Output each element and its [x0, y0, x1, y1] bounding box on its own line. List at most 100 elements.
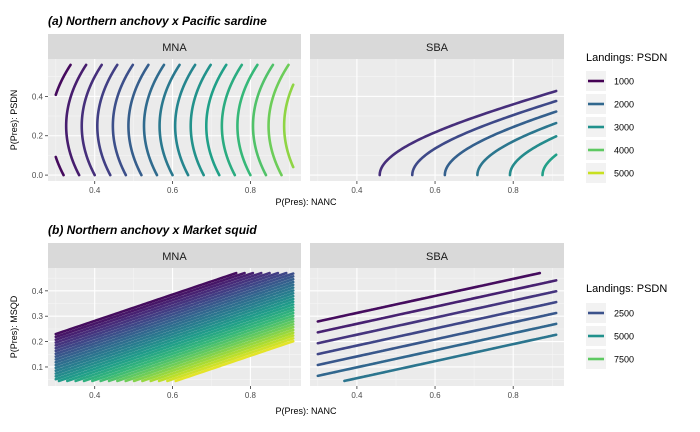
contour-line-6300 — [82, 308, 295, 383]
contour-line-3750 — [236, 63, 259, 177]
contour-line-8100 — [132, 325, 295, 383]
strip-label: MNA — [162, 251, 187, 263]
contour-line-300 — [378, 89, 558, 177]
contour-line-1800 — [54, 271, 280, 350]
panel-background — [310, 59, 564, 181]
x-tick-label: 0.6 — [167, 186, 179, 195]
contour-line-6900 — [99, 314, 295, 383]
contour-line-7800 — [124, 323, 295, 383]
legend-items: 1000 2000 3000 4000 5000 — [586, 71, 634, 183]
contour-line-1950 — [142, 63, 166, 177]
legend-items: 2500 5000 7500 — [586, 303, 634, 369]
x-tick-label: 0.4 — [89, 186, 101, 195]
contour-line-6000 — [74, 306, 295, 383]
contour-line-3000 — [54, 277, 295, 361]
legend-title: Landings: PSDN — [586, 283, 667, 295]
x-tick-label: 0.6 — [167, 391, 179, 400]
legend-label: 5000 — [614, 332, 634, 342]
contour-line-1500 — [316, 289, 558, 345]
strip-label: SBA — [426, 251, 449, 263]
x-tick-label: 0.8 — [508, 186, 520, 195]
contour-line-9300 — [166, 337, 295, 383]
contour-line-600 — [54, 271, 246, 339]
y-axis-ticks: 0.0 0.2 0.4 — [32, 92, 48, 180]
contour-line-3300 — [316, 322, 558, 378]
x-axis-ticks: 0.4 0.6 0.8 — [89, 386, 257, 400]
y-axis-label: P(Pres): PSDN — [9, 90, 19, 151]
legend-label: 3000 — [614, 123, 634, 133]
contour-line-4650 — [282, 83, 295, 169]
contour-line-5400 — [57, 300, 295, 383]
contour-line-2400 — [54, 272, 295, 356]
contour-line-5100 — [54, 297, 295, 381]
x-tick-label: 0.4 — [351, 391, 363, 400]
x-tick-label: 0.4 — [351, 186, 363, 195]
legend-label: 1000 — [614, 77, 634, 87]
plot-b-title: (b) Northern anchovy x Market squid — [48, 223, 257, 237]
x-axis-label: P(Pres): NANC — [275, 406, 337, 416]
contour-line-7200 — [107, 317, 295, 383]
plot-a-panel-mna: MNA — [48, 34, 301, 181]
contour-line-2700 — [316, 311, 558, 367]
legend-label: 2000 — [614, 100, 634, 110]
contour-line-2100 — [316, 300, 558, 356]
contour-line-5700 — [66, 303, 295, 383]
contour-line-2550 — [173, 63, 197, 177]
x-tick-label: 0.6 — [429, 391, 441, 400]
contour-line-3450 — [220, 63, 244, 177]
legend-label: 4000 — [614, 146, 634, 156]
y-tick-label: 0.0 — [32, 171, 44, 180]
contour-line-4050 — [251, 63, 275, 177]
contour-line-6600 — [91, 311, 295, 383]
plot-b-panel-mna: MNA — [48, 243, 301, 386]
x-tick-label: 0.8 — [508, 391, 520, 400]
contour-lines — [378, 89, 558, 177]
strip-background — [48, 243, 301, 268]
contour-line-2250 — [158, 63, 181, 177]
legend-label: 7500 — [614, 355, 634, 365]
contour-line-900 — [316, 279, 558, 334]
contour-line-1100 — [508, 135, 558, 177]
contour-line-300 — [316, 271, 542, 323]
contour-lines — [316, 271, 558, 383]
contour-line-1650 — [127, 63, 150, 177]
contour-line-300 — [54, 271, 238, 336]
x-axis-label: P(Pres): NANC — [275, 197, 337, 207]
contour-line-750 — [80, 63, 103, 177]
strip-background — [310, 34, 564, 59]
y-tick-label: 0.4 — [32, 287, 44, 296]
contour-line-3900 — [54, 286, 295, 370]
plot-b-panel-sba: SBA — [310, 243, 564, 386]
y-axis-label: P(Pres): MSQD — [9, 295, 19, 358]
plot-a-title: (a) Northern anchovy x Pacific sardine — [48, 14, 267, 28]
contour-line-3900 — [343, 333, 558, 383]
contour-line-4350 — [267, 63, 290, 177]
y-tick-label: 0.3 — [32, 312, 44, 321]
x-tick-label: 0.8 — [245, 391, 257, 400]
contour-line-900 — [54, 271, 255, 342]
contour-line-2700 — [54, 275, 295, 358]
x-tick-label: 0.4 — [89, 391, 101, 400]
contour-line-1350 — [111, 63, 135, 177]
contour-line-1300 — [541, 153, 558, 177]
contour-line-8400 — [141, 328, 295, 383]
x-tick-label: 0.6 — [429, 186, 441, 195]
legend-label: 5000 — [614, 169, 634, 179]
contour-line-1050 — [96, 63, 119, 177]
contour-line-150 — [54, 63, 72, 177]
strip-background — [48, 34, 301, 59]
contour-line-1200 — [54, 271, 263, 344]
x-axis-ticks: 0.4 0.6 0.8 — [351, 181, 519, 195]
contour-line-4500 — [54, 291, 295, 375]
contour-line-9600 — [174, 339, 295, 383]
y-axis-ticks: 0.1 0.2 0.3 0.4 — [32, 287, 48, 372]
y-tick-label: 0.1 — [32, 363, 44, 372]
contour-line-2100 — [54, 271, 288, 353]
contour-line-4800 — [54, 294, 295, 378]
contour-line-3150 — [204, 63, 228, 177]
legend-label: 2500 — [614, 309, 634, 319]
legend-a: Landings: PSDN 1000 2000 3000 4000 5000 — [586, 52, 667, 183]
contour-line-8700 — [149, 331, 295, 383]
strip-label: SBA — [426, 42, 449, 54]
